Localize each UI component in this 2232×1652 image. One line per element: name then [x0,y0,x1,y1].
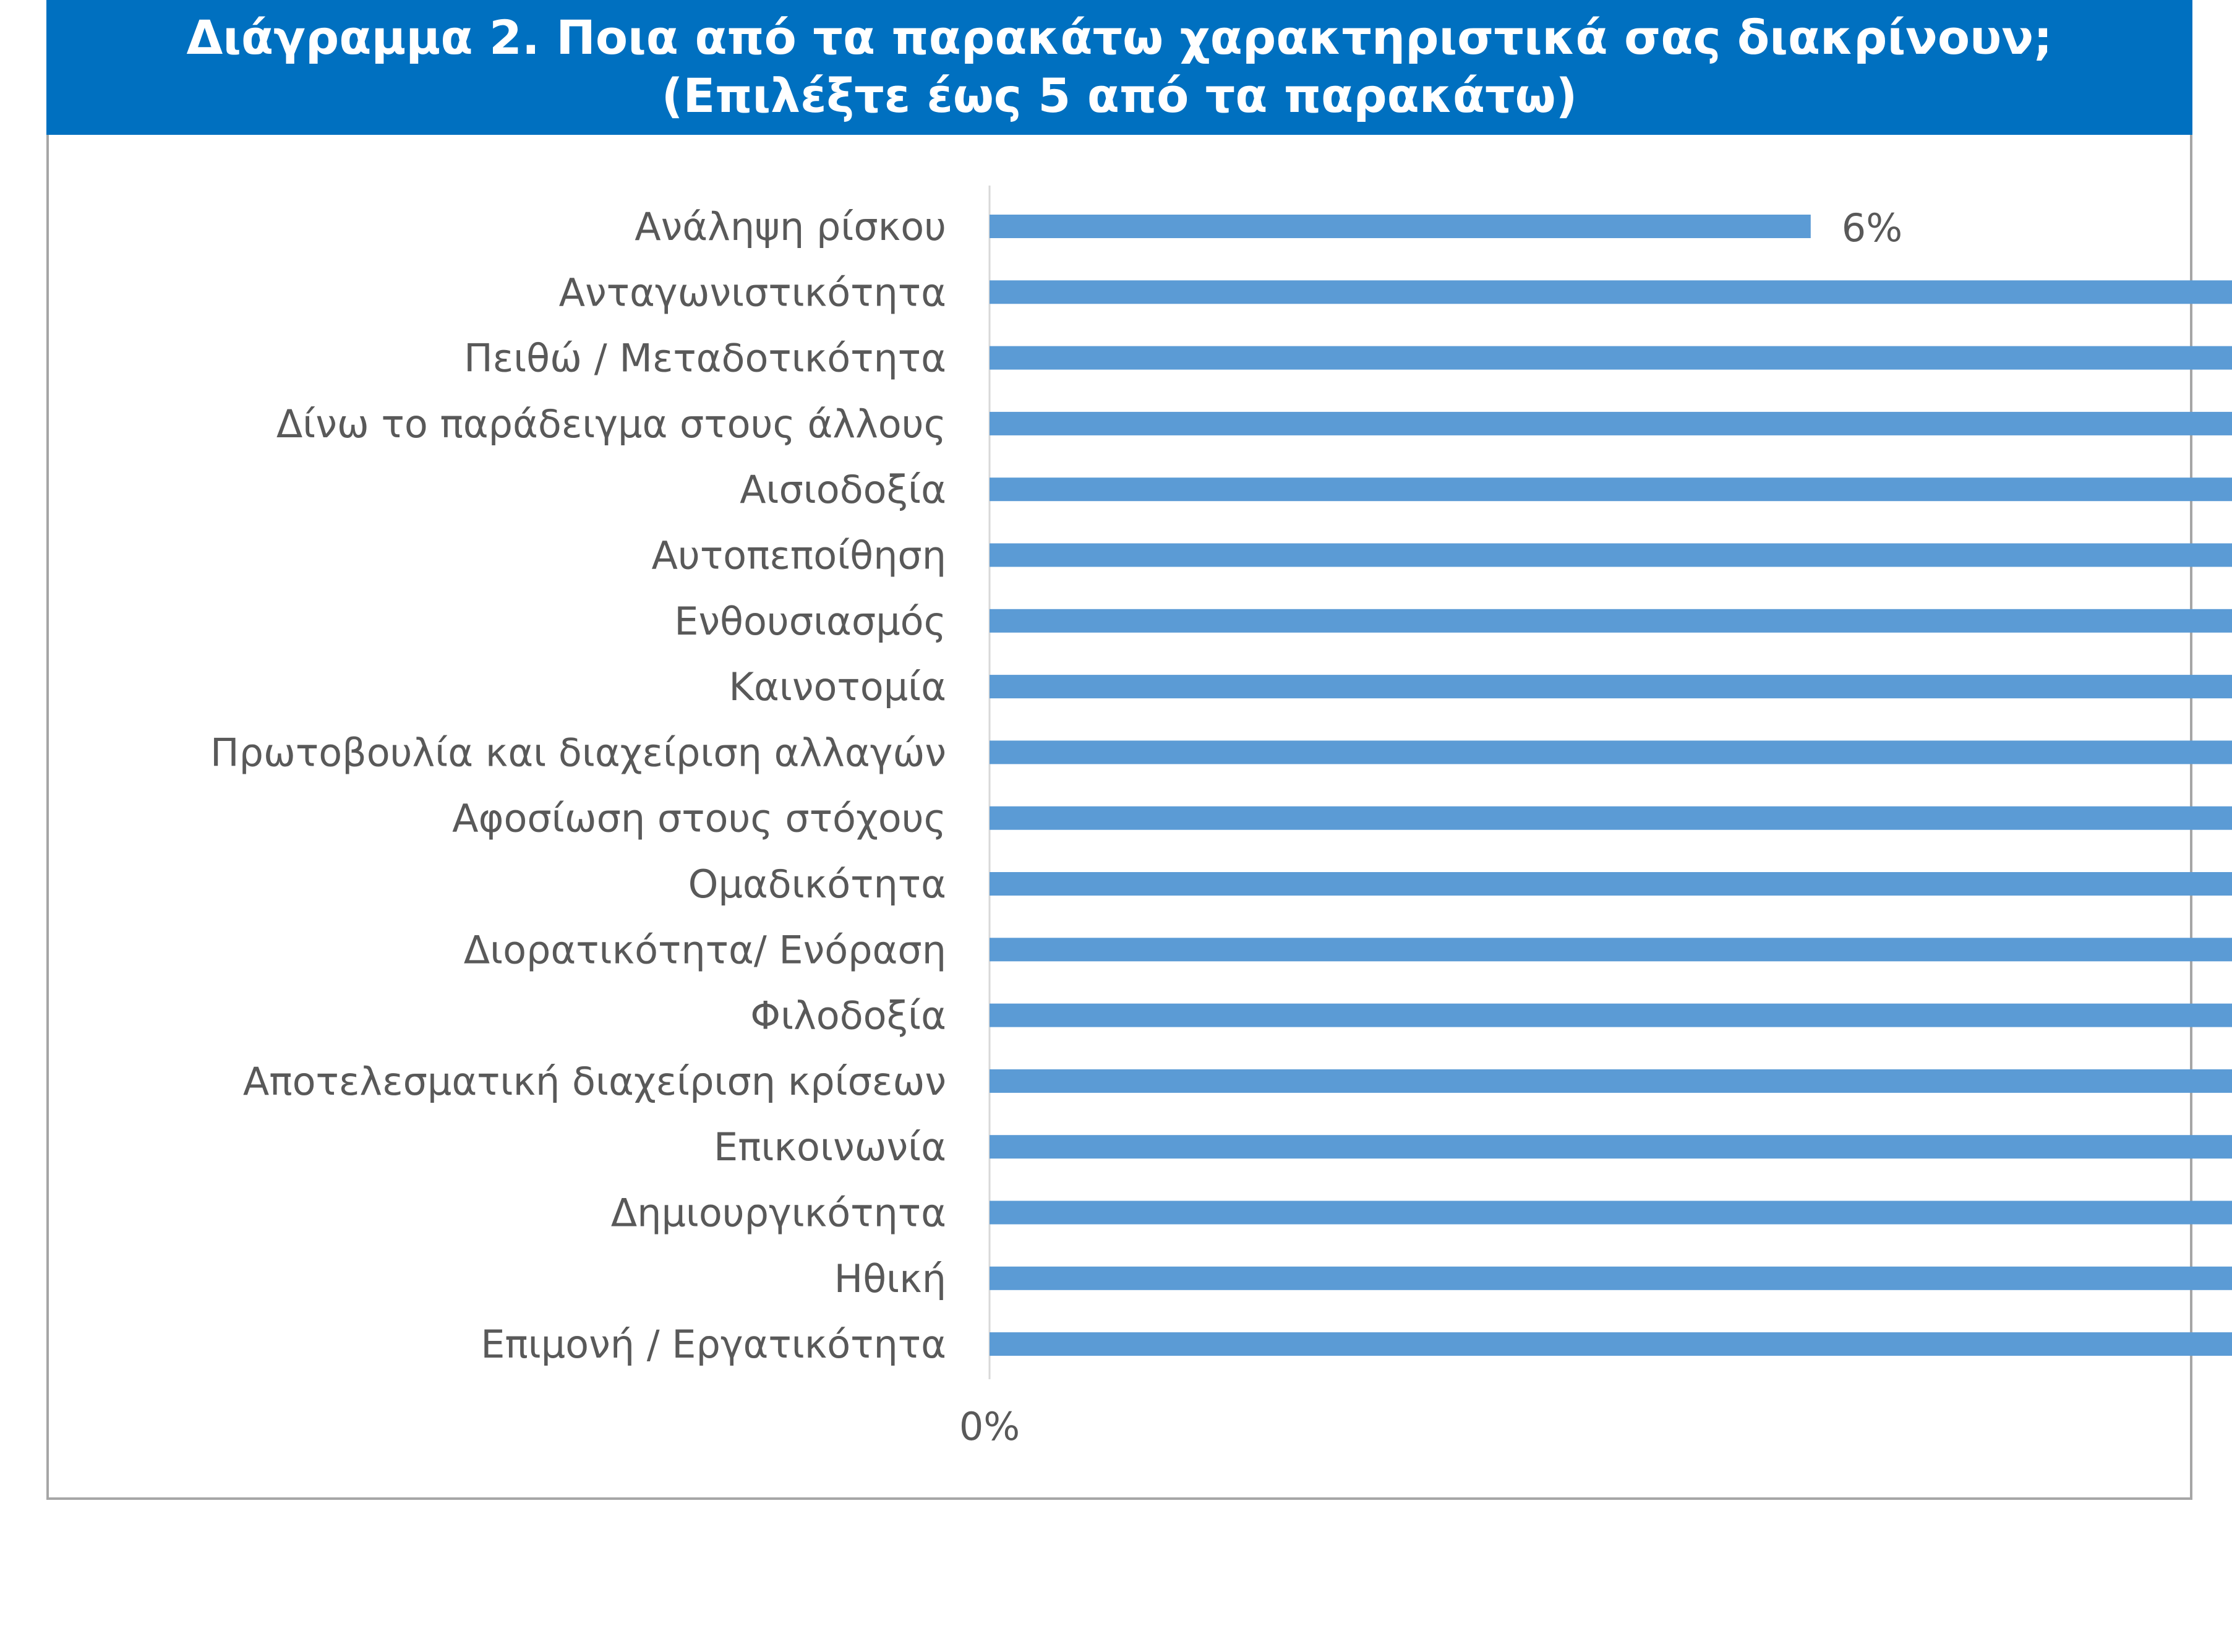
gridlines [988,186,991,1379]
category-label: Αποτελεσματική διαχείριση κρίσεων [243,1059,946,1104]
category-label: Ηθική [834,1256,946,1301]
chart-title-line-2: (Επιλέξτε έως 5 από τα παρακάτω) [661,68,1578,123]
category-label: Δημιουργικότητα [611,1191,946,1236]
category-label: Διορατικότητα/ Ενόραση [464,927,946,972]
category-label: Πειθώ / Μεταδοτικότητα [464,336,946,381]
bar [990,1069,2232,1093]
bar [990,215,1811,238]
value-labels: 6%10%15%15%16%18%19%21%23%23%25%25%30%35… [1842,205,1902,250]
bar [990,1200,2232,1225]
bar [990,477,2232,502]
category-label: Ενθουσιασμός [674,599,946,644]
bar [990,411,2232,435]
category-label: Φιλοδοξία [750,993,946,1038]
bar [990,609,2232,633]
category-label: Αισιοδοξία [740,467,946,512]
x-axis-ticks: 0%10%20%30%40%50%60%70% [959,1404,1020,1449]
category-label: Ομαδικότητα [688,862,946,907]
category-label: Αφοσίωση στους στόχους [452,796,946,841]
x-tick-label: 0% [959,1404,1020,1449]
bar [990,806,2232,830]
bars [990,215,2232,1356]
bar [990,280,2232,304]
category-label: Πρωτοβουλία και διαχείριση αλλαγών [210,730,946,775]
category-label: Ανταγωνιστικότητα [559,270,946,315]
bar [990,740,2232,764]
bar [990,543,2232,567]
category-label: Ανάληψη ρίσκου [635,204,946,249]
category-label: Καινοτομία [729,664,946,709]
category-label: Δίνω το παράδειγμα στους άλλους [276,401,946,447]
category-label: Επιμονή / Εργατικότητα [481,1322,946,1367]
bar [990,1332,2232,1356]
chart-title-banner: Διάγραμμα 2. Ποια από τα παρακάτω χαρακτ… [46,0,2192,135]
bar [990,938,2232,962]
category-label: Επικοινωνία [714,1124,946,1170]
bar [990,1266,2232,1290]
bar [990,675,2232,699]
value-label: 6% [1842,205,1902,250]
category-label: Αυτοπεποίθηση [652,533,946,578]
bar [990,346,2232,370]
bar [990,1135,2232,1159]
bar [990,872,2232,896]
chart-title-line-1: Διάγραμμα 2. Ποια από τα παρακάτω χαρακτ… [186,10,2053,65]
bar [990,1003,2232,1027]
category-labels: Ανάληψη ρίσκου Ανταγωνιστικότητα Πειθώ / Μ… [210,204,946,1367]
